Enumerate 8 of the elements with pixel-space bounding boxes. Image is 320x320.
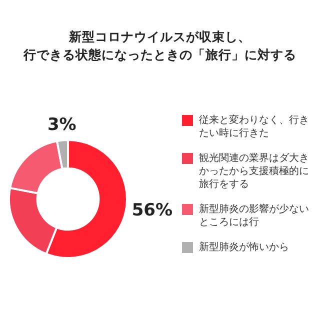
legend-label: 観光関連の業界はダ大きかったから支援積極的に旅行をする (199, 152, 310, 191)
legend-label: 新型肺炎が怖いから (199, 241, 289, 254)
data-label: 3% (47, 115, 76, 136)
legend-label: 従来と変わりなく、行きたい時に行きた (199, 114, 310, 140)
data-label: 56% (132, 200, 173, 221)
chart-title: 新型コロナウイルスが収束し、 (68, 28, 252, 46)
legend-label: 新型肺炎の影響が少ないところには行 (199, 203, 310, 229)
chart-subtitle: 行できる状態になったときの「旅行」に対する (22, 46, 298, 64)
